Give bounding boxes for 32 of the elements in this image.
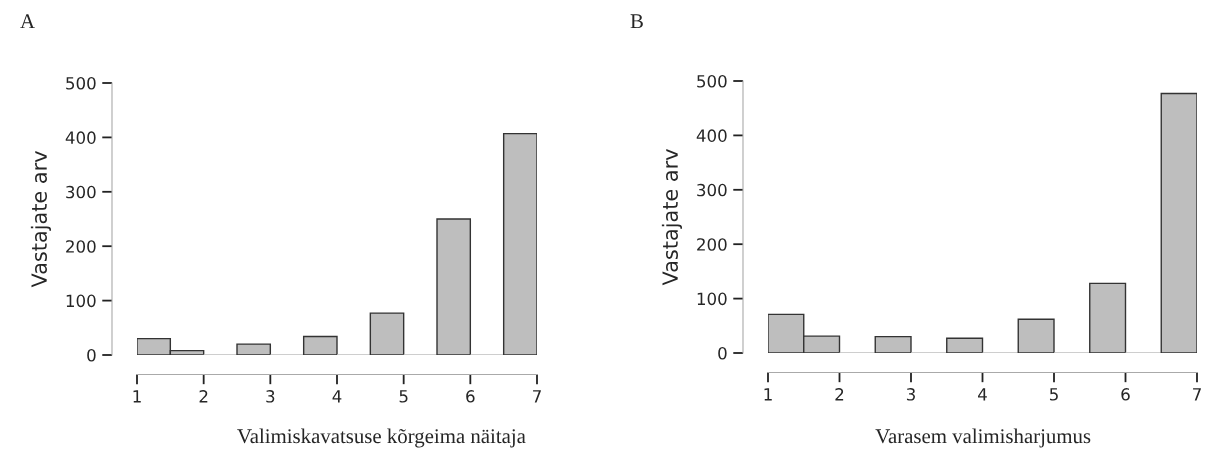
x-tick-label: 1 [764,388,772,401]
x-tick-label: 5 [399,390,408,403]
y-tick-label: 400 [696,129,727,142]
x-tick-label: 5 [1049,388,1058,401]
y-tick-label: 300 [66,185,96,199]
x-tick-label: 4 [332,390,342,403]
y-tick-label: 200 [66,240,96,253]
y-axis-title: Vastajate arv [30,151,52,288]
x-tick-label: 2 [199,390,208,403]
y-tick-label: 200 [697,238,727,251]
x-tick-label: 7 [1193,388,1201,401]
y-tick-label: 100 [697,292,727,306]
x-tick-label: 1 [133,390,141,403]
x-tick-label: 3 [266,390,275,403]
y-tick-label: 300 [697,183,727,197]
x-tick-label: 4 [978,388,987,401]
chart-title: A [20,14,35,29]
y-axis-title: Vastajate arv [661,149,683,286]
x-tick-label: 3 [906,388,915,401]
x-tick-label: 6 [1121,388,1130,401]
x-tick-label: 7 [533,390,541,403]
y-tick-label: 0 [87,348,96,362]
y-tick-label: 500 [697,74,727,88]
y-tick-label: 400 [65,131,96,144]
y-tick-label: 100 [66,294,96,308]
chart-title: B [630,14,643,29]
x-axis-title: Varasem valimisharjumus [875,428,1091,448]
y-tick-label: 500 [66,76,96,90]
y-tick-label: 0 [718,346,727,360]
x-axis-title: Valimiskavatsuse kõrgeima näitaja [237,428,526,448]
x-tick-label: 2 [835,388,844,401]
x-tick-label: 6 [466,390,475,403]
